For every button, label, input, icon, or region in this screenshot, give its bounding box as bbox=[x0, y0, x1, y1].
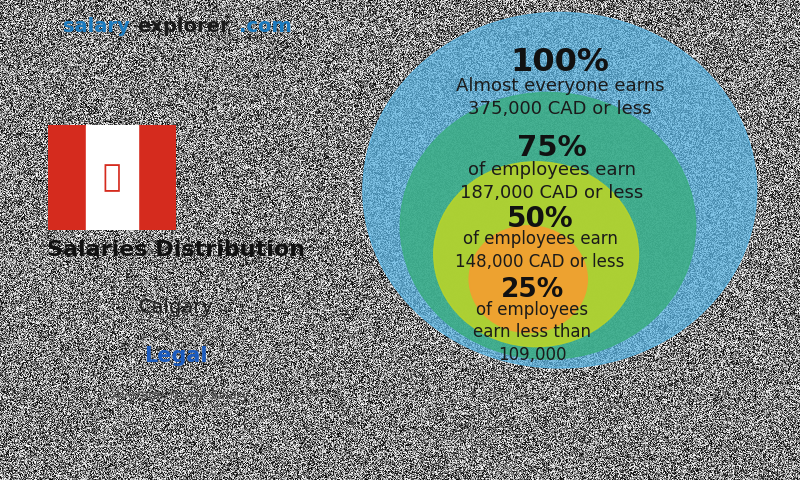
Text: of employees earn
187,000 CAD or less: of employees earn 187,000 CAD or less bbox=[460, 161, 643, 202]
Text: of employees earn
148,000 CAD or less: of employees earn 148,000 CAD or less bbox=[455, 230, 625, 271]
Text: 100%: 100% bbox=[510, 47, 609, 78]
Text: .com: .com bbox=[239, 17, 292, 36]
Text: explorer: explorer bbox=[138, 17, 230, 36]
Text: Almost everyone earns
375,000 CAD or less: Almost everyone earns 375,000 CAD or les… bbox=[455, 77, 664, 118]
Text: 25%: 25% bbox=[501, 277, 564, 303]
Text: 75%: 75% bbox=[517, 133, 586, 162]
Circle shape bbox=[400, 93, 696, 359]
Bar bbox=[86, 125, 138, 230]
Circle shape bbox=[469, 226, 587, 333]
Text: Calgary: Calgary bbox=[138, 298, 214, 317]
Circle shape bbox=[434, 162, 638, 347]
Circle shape bbox=[363, 12, 757, 368]
Bar bbox=[138, 125, 176, 230]
Text: 🍁: 🍁 bbox=[103, 163, 121, 192]
Text: 50%: 50% bbox=[506, 204, 574, 233]
Text: salary: salary bbox=[63, 17, 130, 36]
Text: of employees
earn less than
109,000: of employees earn less than 109,000 bbox=[473, 300, 591, 364]
Text: Salaries Distribution: Salaries Distribution bbox=[47, 240, 305, 260]
Text: Legal: Legal bbox=[144, 346, 208, 366]
Text: * Average Yearly Salary: * Average Yearly Salary bbox=[102, 389, 250, 402]
Bar bbox=[48, 125, 86, 230]
